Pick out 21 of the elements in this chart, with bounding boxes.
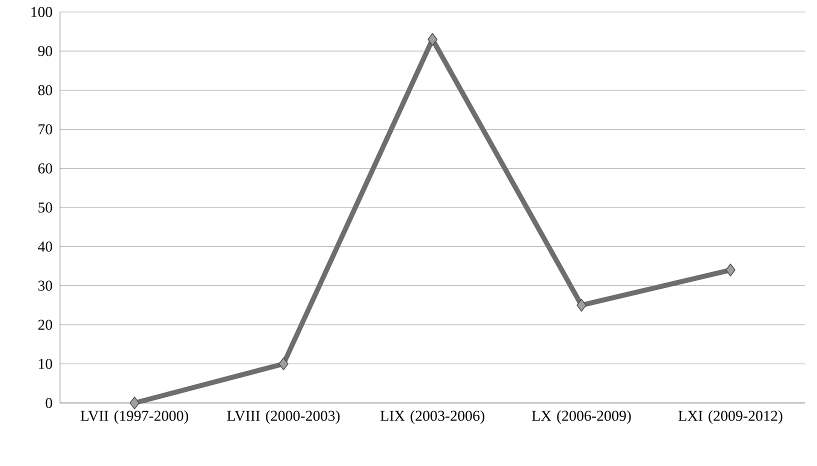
y-tick-label: 70	[38, 124, 52, 134]
x-tick-label: LX (2006-2009)	[532, 410, 631, 424]
point	[576, 298, 586, 312]
y-tick-label: 90	[38, 46, 52, 56]
y-tick-label: 80	[38, 85, 52, 96]
x-tick-label: LIX (2003-2006)	[380, 410, 484, 424]
y-tick-label: 0	[46, 398, 52, 408]
y-tick-label: 100	[31, 6, 52, 18]
x-tick-label: LVIII (2000-2003)	[227, 410, 340, 424]
y-tick-label: 40	[38, 242, 52, 252]
y-tick-label: 60	[38, 163, 52, 174]
x-tick-label: LXI (2009-2012)	[678, 410, 782, 424]
point	[278, 357, 288, 370]
point	[428, 32, 438, 46]
y-tick-label: 50	[38, 202, 52, 213]
x-tick-label: LVII (1997-2000)	[80, 410, 188, 424]
y-tick-label: 30	[38, 280, 52, 291]
y-tick-label: 20	[38, 320, 52, 330]
y-tick-label: 10	[38, 358, 52, 369]
point	[130, 396, 140, 410]
point	[726, 264, 736, 276]
